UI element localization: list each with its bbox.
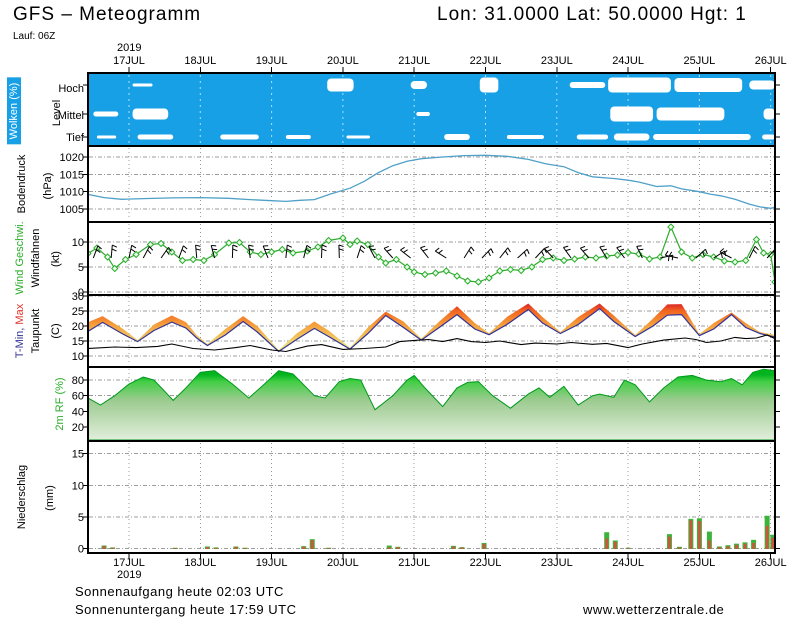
- svg-text:10: 10: [72, 480, 84, 492]
- svg-text:10: 10: [72, 237, 84, 249]
- svg-text:24JUL: 24JUL: [612, 557, 644, 569]
- wind-barbs-label: Windfahnen: [30, 228, 42, 288]
- sunrise-label: Sonnenaufgang heute 02:03 UTC: [75, 584, 284, 599]
- svg-text:24JUL: 24JUL: [612, 55, 644, 67]
- svg-text:15: 15: [72, 449, 84, 461]
- precip-bars: [101, 515, 774, 549]
- gridlines: [89, 224, 774, 293]
- svg-text:26JUL: 26JUL: [755, 55, 787, 67]
- wind-speed-label: Wind Geschwi.: [14, 221, 26, 295]
- svg-text:23JUL: 23JUL: [541, 55, 573, 67]
- cloud-row-hoch-label: Hoch: [58, 83, 84, 95]
- svg-text:10: 10: [72, 351, 84, 363]
- svg-text:19JUL: 19JUL: [256, 557, 288, 569]
- svg-text:18JUL: 18JUL: [184, 55, 216, 67]
- tmin-label: T-Min,: [14, 327, 26, 359]
- pressure-unit-label: (hPa): [42, 172, 54, 200]
- coordinates-label: Lon: 31.0000 Lat: 50.0000 Hgt: 1: [437, 4, 747, 25]
- svg-text:22JUL: 22JUL: [470, 55, 502, 67]
- cloud-row-mittel-label: Mittel: [57, 110, 84, 122]
- tmax-label: Max: [14, 303, 26, 325]
- svg-text:1020: 1020: [60, 152, 84, 164]
- svg-text:19JUL: 19JUL: [256, 55, 288, 67]
- svg-text:21JUL: 21JUL: [398, 557, 430, 569]
- svg-text:25JUL: 25JUL: [684, 55, 716, 67]
- wind-unit-label: (kt): [50, 251, 62, 267]
- svg-text:26JUL: 26JUL: [755, 557, 787, 569]
- svg-text:15: 15: [72, 336, 84, 348]
- clouds-panel: [88, 73, 775, 146]
- svg-text:0: 0: [78, 544, 84, 556]
- svg-text:20JUL: 20JUL: [327, 55, 359, 67]
- dewpoint-label: Taupunkt: [30, 308, 42, 354]
- svg-text:25JUL: 25JUL: [684, 557, 716, 569]
- pressure-panel-label: Bodendruck: [16, 154, 28, 214]
- website-label: www.wetterzentrale.de: [583, 602, 725, 617]
- wind-curve: [89, 223, 774, 286]
- svg-text:20: 20: [72, 321, 84, 333]
- cloud-row-tief-label: Tief: [66, 132, 84, 144]
- svg-text:21JUL: 21JUL: [398, 55, 430, 67]
- tmin-line: [89, 307, 774, 353]
- precip-panel-label: Niederschlag: [16, 464, 28, 530]
- svg-text:17JUL: 17JUL: [113, 55, 145, 67]
- humidity-area: [89, 368, 774, 440]
- svg-text:25: 25: [72, 306, 84, 318]
- svg-text:5: 5: [78, 512, 84, 524]
- svg-text:18JUL: 18JUL: [184, 557, 216, 569]
- panel-border: [87, 440, 776, 554]
- svg-text:60: 60: [72, 391, 84, 403]
- svg-text:23JUL: 23JUL: [541, 557, 573, 569]
- svg-text:20JUL: 20JUL: [327, 557, 359, 569]
- svg-text:22JUL: 22JUL: [470, 557, 502, 569]
- svg-text:0: 0: [78, 287, 84, 299]
- precip-unit-label: (mm): [44, 485, 56, 511]
- year-label-bottom: 2019: [117, 569, 142, 581]
- svg-text:1010: 1010: [60, 187, 84, 199]
- svg-text:80: 80: [72, 375, 84, 387]
- svg-text:40: 40: [72, 406, 84, 418]
- y-axis-ticks: 1005101010151020051010152025302040608005…: [60, 84, 780, 556]
- pressure-curve: [89, 154, 774, 209]
- sunset-label: Sonnenuntergang heute 17:59 UTC: [75, 602, 297, 617]
- wind-barbs: [92, 244, 774, 262]
- x-axis-labels: 17JUL 17JUL 18JUL 18JUL 19JUL 19JUL 20JUL 20JUL…: [113, 55, 786, 569]
- dewpoint-line: [89, 334, 774, 353]
- run-label: Lauf: 06Z: [13, 31, 56, 42]
- temperature-panel-label: T-Min, Max: [14, 304, 26, 358]
- svg-text:30: 30: [72, 291, 84, 303]
- svg-text:1005: 1005: [60, 204, 84, 216]
- gridlines: [89, 443, 774, 551]
- year-label-top: 2019: [117, 42, 142, 54]
- page-title: GFS – Meteogramm: [13, 4, 202, 25]
- svg-text:20: 20: [72, 422, 84, 434]
- temperature-unit-label: (C): [50, 323, 62, 339]
- gridlines: [89, 148, 774, 220]
- svg-text:5: 5: [78, 262, 84, 274]
- svg-text:1015: 1015: [60, 169, 84, 181]
- humidity-panel-label: 2m RF (%): [54, 377, 66, 431]
- svg-text:17JUL: 17JUL: [113, 557, 145, 569]
